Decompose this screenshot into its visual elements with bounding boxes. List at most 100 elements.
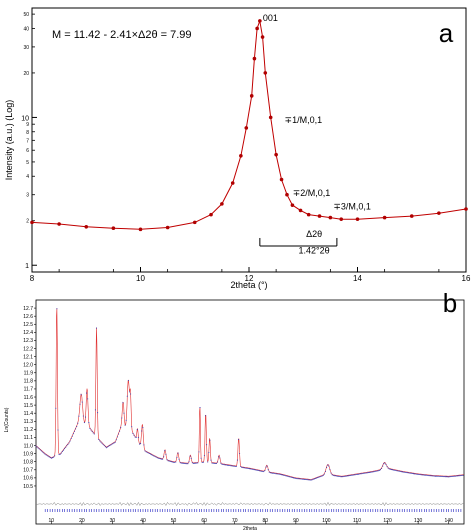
panel-b-observed-point	[145, 451, 147, 453]
panel-b-observed-point	[390, 469, 393, 471]
panel-b-observed-point	[327, 464, 329, 466]
panel-b-observed-point	[170, 461, 172, 463]
panel-b-y-tick-label: 11.9	[24, 371, 34, 377]
panel-b-observed-point	[143, 444, 145, 446]
panel-b-observed-point	[296, 478, 298, 480]
panel-b-observed-point	[59, 453, 61, 455]
panel-b-observed-point	[389, 468, 391, 470]
panel-b-observed-point	[299, 478, 301, 480]
panel-b-observed-point	[320, 475, 322, 477]
panel-b-observed-point	[42, 451, 44, 453]
panel-b-observed-point	[192, 462, 194, 464]
panel-b-observed-point	[350, 474, 352, 476]
panel-b-observed-point	[146, 451, 148, 453]
panel-b-observed-point	[301, 478, 303, 480]
panel-b-observed-point	[374, 470, 376, 472]
panel-b-observed-point	[274, 472, 276, 475]
panel-b-letter: b	[443, 288, 457, 318]
panel-b-y-tick-label: 10.8	[23, 460, 33, 466]
panel-a-y-tick-label: 50	[23, 12, 29, 18]
panel-b-observed-point	[386, 466, 388, 468]
panel-b-observed-point	[449, 476, 451, 478]
panel-b-y-tick-label: 12.5	[23, 322, 33, 328]
panel-b-observed-point	[153, 455, 155, 457]
panel-b-y-tick-label: 12.1	[23, 354, 33, 360]
panel-b-observed-point	[179, 462, 181, 464]
panel-a-annotations: 001 ∓1/M,0,1 ∓2/M,0,1∓3/M,0,1 Δ2θ 1.42°2θ	[263, 13, 371, 256]
panel-b-observed-point	[412, 473, 415, 475]
panel-b-observed-point	[448, 476, 450, 478]
panel-a-x-tick-label: 14	[353, 274, 362, 283]
panel-b-y-tick-label: 12.0	[23, 362, 33, 368]
panel-b-observed-point	[310, 479, 312, 481]
panel-b-observed-point	[416, 473, 418, 475]
panel-b-observed-point	[462, 474, 464, 476]
panel-b-observed-point	[243, 467, 245, 469]
panel-b-observed-point	[305, 478, 307, 481]
panel-b-observed-point	[252, 468, 254, 470]
panel-b-observed-point	[50, 457, 52, 459]
panel-b-observed-point	[443, 476, 445, 478]
panel-a-data-point	[263, 71, 268, 75]
panel-b-observed-point	[313, 478, 315, 480]
panel-b-observed-point	[440, 475, 442, 477]
panel-b-observed-point	[160, 458, 163, 460]
panel-a-data-point	[239, 154, 243, 158]
panel-b-observed-point	[221, 463, 223, 465]
panel-b-observed-point	[278, 473, 280, 475]
panel-b-observed-point	[106, 446, 109, 448]
panel-b-observed-point	[259, 470, 262, 472]
panel-b-observed-point	[363, 472, 365, 474]
panel-b-observed-point	[178, 458, 180, 460]
panel-b-observed-point	[366, 472, 368, 474]
panel-b-observed-point	[231, 465, 233, 467]
panel-b-observed-point	[158, 457, 160, 460]
panel-b-observed-point	[191, 462, 193, 464]
panel-b-observed-point	[300, 478, 302, 480]
panel-b-observed-point	[196, 462, 198, 464]
panel-b-observed-point	[188, 461, 190, 463]
panel-a-data-point	[437, 211, 441, 215]
panel-b-observed-point	[226, 464, 229, 466]
panel-b-reflection-ticks	[44, 509, 462, 512]
panel-b-observed-point	[206, 444, 208, 446]
panel-b-observed-point	[132, 432, 134, 434]
panel-b-observed-point	[254, 469, 256, 471]
panel-b-observed-point	[127, 379, 129, 382]
panel-b-observed-point	[273, 472, 275, 474]
panel-b-observed-point	[222, 463, 224, 466]
panel-b-observed-point	[204, 415, 207, 417]
panel-b-observed-point	[360, 473, 362, 475]
panel-b-observed-point	[269, 472, 271, 474]
panel-b-observed-point	[393, 469, 395, 471]
panel-b-observed-point	[418, 473, 420, 476]
panel-b-x-axis-label: 2theta	[243, 526, 257, 531]
panel-b-observed-point	[419, 474, 421, 476]
panel-b-observed-point	[451, 475, 453, 478]
panel-b-observed-point	[199, 407, 201, 409]
panel-a-data-point	[111, 226, 116, 231]
panel-b-observed-point	[261, 470, 263, 472]
panel-b-observed-point	[276, 473, 278, 475]
panel-a-data-point	[220, 202, 224, 206]
panel-b-observed-point	[338, 475, 340, 477]
panel-b-observed-point	[287, 475, 289, 477]
panel-a-data-point	[317, 214, 322, 218]
panel-b-x-tick-label: 50	[171, 518, 177, 524]
panel-b-observed-point	[47, 455, 49, 457]
panel-b-observed-point	[294, 477, 296, 479]
panel-b-observed-point	[195, 462, 197, 464]
panel-b-observed-point	[367, 472, 369, 474]
panel-b-observed-point	[152, 454, 154, 456]
panel-b-observed-point	[228, 464, 230, 466]
panel-b-observed-point	[240, 465, 242, 468]
panel-b-observed-point	[335, 475, 338, 477]
panel-b-observed-point	[399, 470, 401, 473]
panel-b-observed-point	[110, 444, 112, 446]
panel-b-observed-point	[73, 430, 76, 432]
panel-a-y-tick-label: 1	[25, 263, 29, 270]
panel-b-observed-point	[295, 477, 297, 479]
panel-b-observed-point	[321, 475, 323, 477]
panel-b-observed-point	[177, 452, 179, 454]
